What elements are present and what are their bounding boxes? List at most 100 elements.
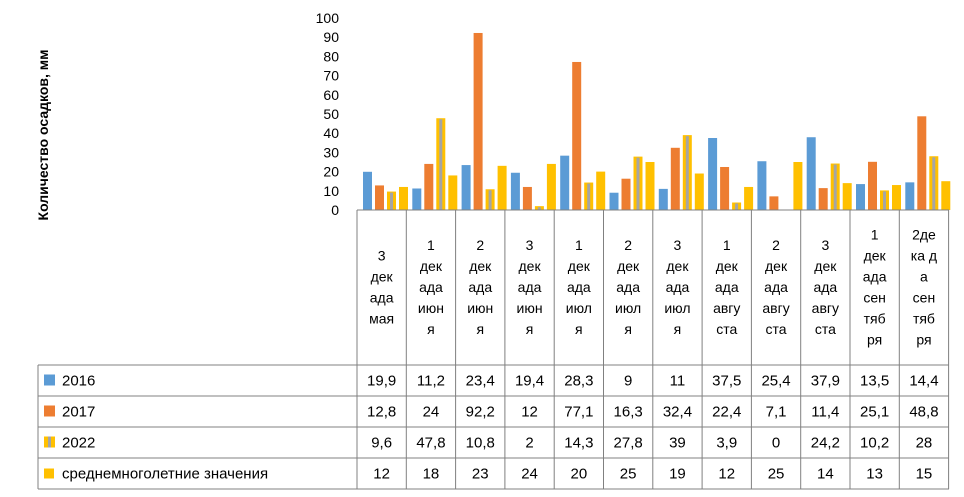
table-cell: 25: [620, 466, 637, 483]
bar-среднемноголетние-значения-10: [892, 185, 901, 210]
bar-inner-2022-10: [883, 191, 886, 210]
legend-key-2016: [44, 374, 55, 386]
bar-inner-2022-7: [735, 203, 739, 210]
y-axis-title: Количество осадков, мм: [35, 50, 51, 221]
data-table: 3 дек ада мая 1 дек ада июн я 2 дек ада июн я 3 дек ада и…: [37, 209, 950, 490]
table-cell: 14,4: [909, 373, 938, 390]
y-tick-label: 100: [316, 10, 340, 26]
y-tick-label: 50: [323, 106, 339, 122]
table-cell: 28: [916, 435, 933, 452]
table-cell: 0: [772, 435, 780, 452]
category-label: 3 дек ада мая: [369, 248, 394, 327]
bar-inner-2022-3: [537, 207, 541, 210]
bar-inner-2022-4: [587, 183, 591, 210]
table-cell: 16,3: [614, 404, 643, 421]
bar-inner-2022-5: [636, 157, 640, 210]
category-label: 1 дек ада сен тяб ря: [863, 227, 887, 348]
bar-2017-0: [375, 185, 384, 210]
y-tick-label: 40: [323, 125, 339, 141]
bar-2017-9: [818, 188, 828, 210]
bar-inner-2022-1: [439, 119, 443, 210]
table-cell: 13,5: [860, 373, 889, 390]
table-cell: 19,9: [367, 373, 396, 390]
table-cell: 32,4: [663, 404, 692, 421]
category-label: 2 дек ада июн я: [467, 237, 493, 337]
bar-среднемноголетние-значения-11: [941, 181, 951, 210]
legend-key-inner-2022: [48, 436, 51, 448]
table-cell: 28,3: [564, 373, 593, 390]
bar-среднемноголетние-значения-4: [596, 171, 606, 210]
table-cell: 11,4: [811, 404, 839, 421]
bar-среднемноголетние-значения-8: [793, 162, 803, 210]
table-cell: 22,4: [712, 404, 741, 421]
table-cell: 37,9: [811, 373, 840, 390]
table-cell: 18: [423, 466, 440, 483]
table-cell: 14: [817, 466, 834, 483]
bar-inner-2022-0: [390, 192, 393, 210]
y-tick-label: 80: [323, 48, 339, 64]
y-tick-label: 70: [323, 68, 339, 84]
bar-2017-5: [621, 178, 631, 210]
table-cell: 25,1: [860, 404, 889, 421]
legend-key-2017: [44, 405, 55, 417]
bar-среднемноголетние-значения-3: [546, 163, 556, 210]
table-cell: 27,8: [614, 435, 643, 452]
bar-2016-3: [510, 172, 520, 210]
bar-2016-5: [609, 192, 619, 210]
bar-inner-2022-11: [932, 157, 936, 210]
bar-среднемноголетние-значения-1: [448, 175, 458, 210]
category-label: 3 дек ада авгу ста: [812, 237, 839, 337]
table-cell: 19: [669, 466, 686, 483]
table-cell: 24: [423, 404, 440, 421]
bar-2016-8: [757, 161, 767, 210]
bar-2017-4: [572, 61, 582, 210]
bar-2017-3: [522, 186, 532, 210]
bars: [363, 32, 951, 211]
bar-2016-4: [560, 155, 570, 210]
table-cell: 23,4: [466, 373, 495, 390]
table-cell: 10,8: [466, 435, 495, 452]
bar-среднемноголетние-значения-6: [694, 173, 704, 210]
bar-2016-6: [658, 188, 668, 210]
table-cell: 12: [718, 466, 735, 483]
table-cell: 12: [521, 404, 538, 421]
table-cell: 77,1: [564, 404, 593, 421]
bar-2017-6: [670, 147, 680, 210]
table-cell: 15: [916, 466, 933, 483]
table-cell: 9,6: [371, 435, 392, 452]
bar-среднемноголетние-значения-7: [744, 186, 754, 210]
table-cell: 7,1: [766, 404, 787, 421]
bar-2016-2: [461, 165, 471, 210]
y-tick-label: 30: [323, 144, 339, 160]
table-cell: 24,2: [811, 435, 840, 452]
bar-2017-10: [868, 161, 877, 210]
bar-inner-2022-9: [833, 164, 837, 210]
category-label: 1 дек ада июл я: [566, 237, 592, 337]
bar-2016-7: [708, 138, 718, 210]
bar-среднемноголетние-значения-2: [497, 165, 507, 210]
table-cell: 25,4: [761, 373, 790, 390]
bar-2016-11: [905, 182, 915, 210]
bar-2017-8: [769, 196, 779, 210]
bar-среднемноголетние-значения-5: [645, 162, 655, 210]
category-label: 3 дек ада июн я: [517, 237, 543, 337]
legend-label: среднемноголетние значения: [62, 466, 268, 483]
legend-label: 2022: [62, 435, 95, 452]
category-label: 2 дек ада авгу ста: [762, 237, 789, 337]
bar-2016-1: [412, 188, 422, 210]
bar-2016-10: [856, 184, 865, 210]
bar-2017-1: [424, 163, 434, 210]
table-cell: 47,8: [416, 435, 445, 452]
category-label: 1 дек ада июн я: [418, 237, 444, 337]
table-cell: 9: [624, 373, 632, 390]
table-cell: 10,2: [860, 435, 889, 452]
bar-среднемноголетние-значения-9: [842, 183, 852, 210]
bar-2016-9: [806, 137, 816, 210]
category-label: 2дe ка д а сен тяб ря: [911, 227, 937, 348]
table-cell: 11: [670, 373, 686, 390]
bar-2016-0: [363, 171, 372, 210]
category-label: 2 дек ада июл я: [615, 237, 641, 337]
table-cell: 2: [525, 435, 533, 452]
table-cell: 92,2: [466, 404, 495, 421]
